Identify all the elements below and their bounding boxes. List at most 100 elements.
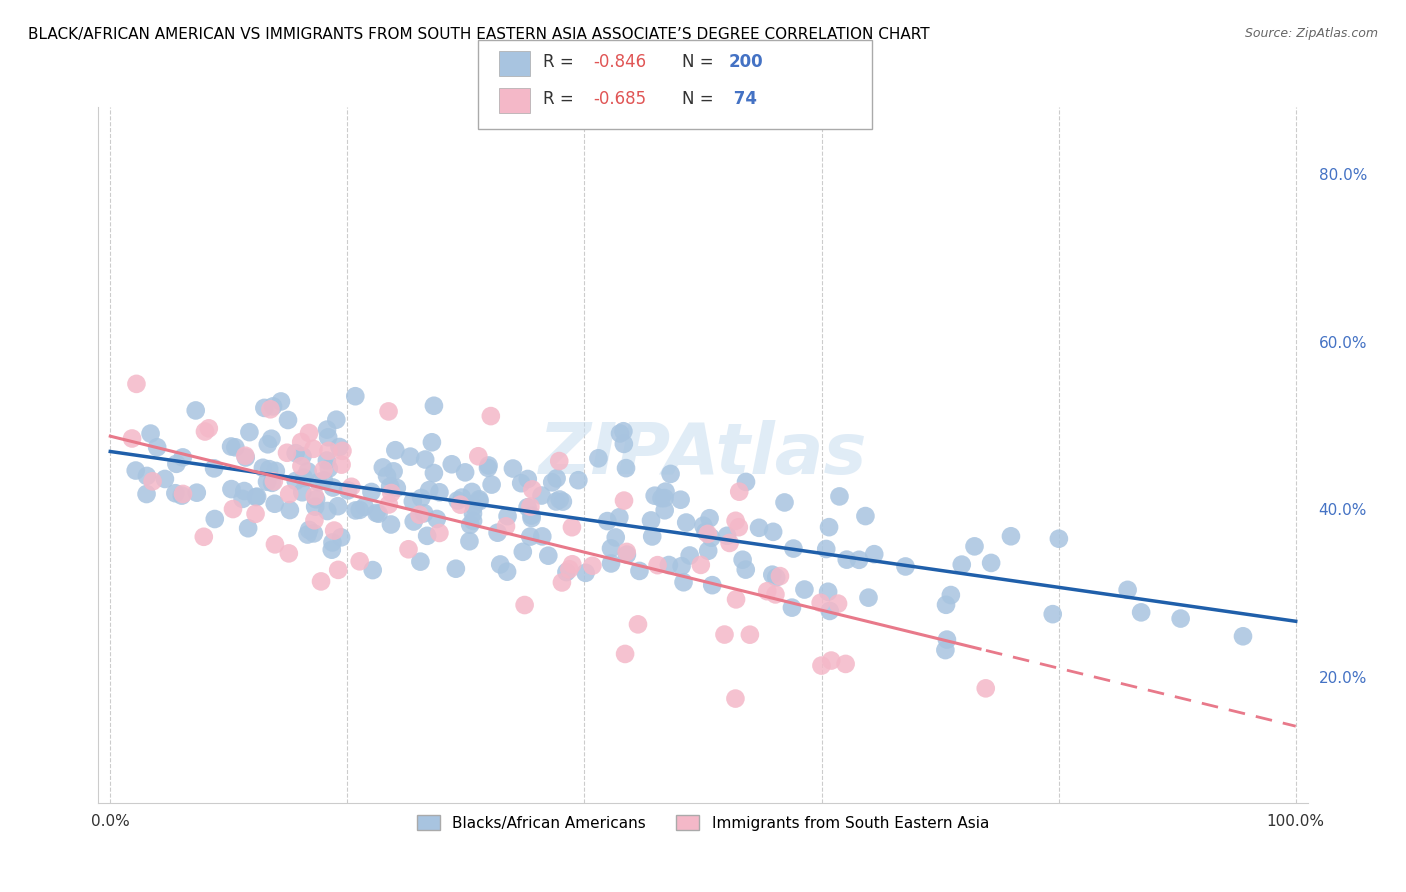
Point	[974, 681, 997, 696]
Point	[332, 443, 354, 458]
Point	[748, 521, 770, 535]
Point	[551, 575, 574, 590]
Point	[616, 548, 638, 562]
Point	[934, 643, 956, 657]
Point	[935, 632, 957, 647]
Point	[186, 485, 208, 500]
Point	[420, 435, 443, 450]
Point	[510, 476, 533, 491]
Point	[1130, 605, 1153, 619]
Text: 200: 200	[728, 53, 763, 70]
Point	[316, 504, 339, 518]
Point	[366, 506, 388, 520]
Point	[291, 485, 314, 500]
Point	[519, 500, 541, 514]
Point	[235, 450, 257, 465]
Point	[716, 529, 738, 543]
Point	[312, 473, 335, 487]
Point	[848, 553, 870, 567]
Point	[496, 565, 519, 579]
Point	[614, 461, 637, 475]
Point	[605, 531, 627, 545]
Text: BLACK/AFRICAN AMERICAN VS IMMIGRANTS FROM SOUTH EASTERN ASIA ASSOCIATE’S DEGREE : BLACK/AFRICAN AMERICAN VS IMMIGRANTS FRO…	[28, 27, 929, 42]
Point	[344, 389, 367, 403]
Text: R =: R =	[543, 90, 579, 108]
Point	[380, 517, 402, 532]
Point	[309, 574, 332, 589]
Point	[411, 491, 433, 505]
Point	[198, 421, 221, 435]
Point	[765, 587, 787, 601]
Point	[546, 471, 568, 485]
Point	[236, 521, 259, 535]
Point	[224, 440, 246, 454]
Point	[696, 527, 718, 541]
Point	[340, 480, 363, 494]
Point	[172, 450, 194, 465]
Point	[531, 529, 554, 543]
Point	[761, 567, 783, 582]
Point	[284, 446, 307, 460]
Point	[446, 493, 468, 508]
Point	[276, 446, 298, 460]
Point	[496, 509, 519, 524]
Point	[468, 494, 491, 508]
Point	[855, 509, 877, 524]
Point	[139, 426, 162, 441]
Point	[290, 435, 312, 450]
Point	[939, 588, 962, 602]
Point	[495, 519, 517, 533]
Point	[385, 481, 408, 495]
Point	[980, 556, 1002, 570]
Point	[724, 691, 747, 706]
Text: N =: N =	[682, 53, 718, 70]
Point	[1000, 529, 1022, 543]
Point	[454, 466, 477, 480]
Point	[616, 545, 638, 559]
Point	[277, 413, 299, 427]
Point	[328, 440, 350, 454]
Point	[731, 553, 754, 567]
Point	[194, 425, 217, 439]
Point	[810, 658, 832, 673]
Text: ZIPAtlas: ZIPAtlas	[538, 420, 868, 490]
Point	[461, 514, 484, 528]
Point	[834, 657, 856, 671]
Point	[575, 566, 598, 580]
Point	[344, 503, 367, 517]
Point	[245, 507, 267, 521]
Point	[551, 494, 574, 508]
Point	[146, 440, 169, 454]
Text: 74: 74	[728, 90, 758, 108]
Point	[548, 454, 571, 468]
Point	[561, 520, 583, 534]
Point	[298, 523, 321, 537]
Point	[1042, 607, 1064, 622]
Text: Source: ZipAtlas.com: Source: ZipAtlas.com	[1244, 27, 1378, 40]
Point	[614, 647, 637, 661]
Point	[318, 443, 340, 458]
Point	[612, 424, 634, 438]
Point	[810, 596, 832, 610]
Point	[734, 563, 756, 577]
Point	[641, 529, 664, 543]
Point	[316, 423, 339, 437]
Point	[548, 492, 571, 507]
Point	[735, 475, 758, 489]
Point	[402, 515, 425, 529]
Point	[371, 460, 394, 475]
Point	[935, 598, 957, 612]
Point	[278, 503, 301, 517]
Point	[1047, 532, 1070, 546]
Point	[596, 514, 619, 528]
Point	[253, 401, 276, 415]
Point	[477, 458, 499, 473]
Point	[702, 578, 724, 592]
Point	[738, 628, 761, 642]
Point	[516, 472, 538, 486]
Point	[675, 516, 697, 530]
Text: R =: R =	[543, 53, 579, 70]
Point	[413, 506, 436, 520]
Point	[659, 467, 682, 481]
Point	[409, 555, 432, 569]
